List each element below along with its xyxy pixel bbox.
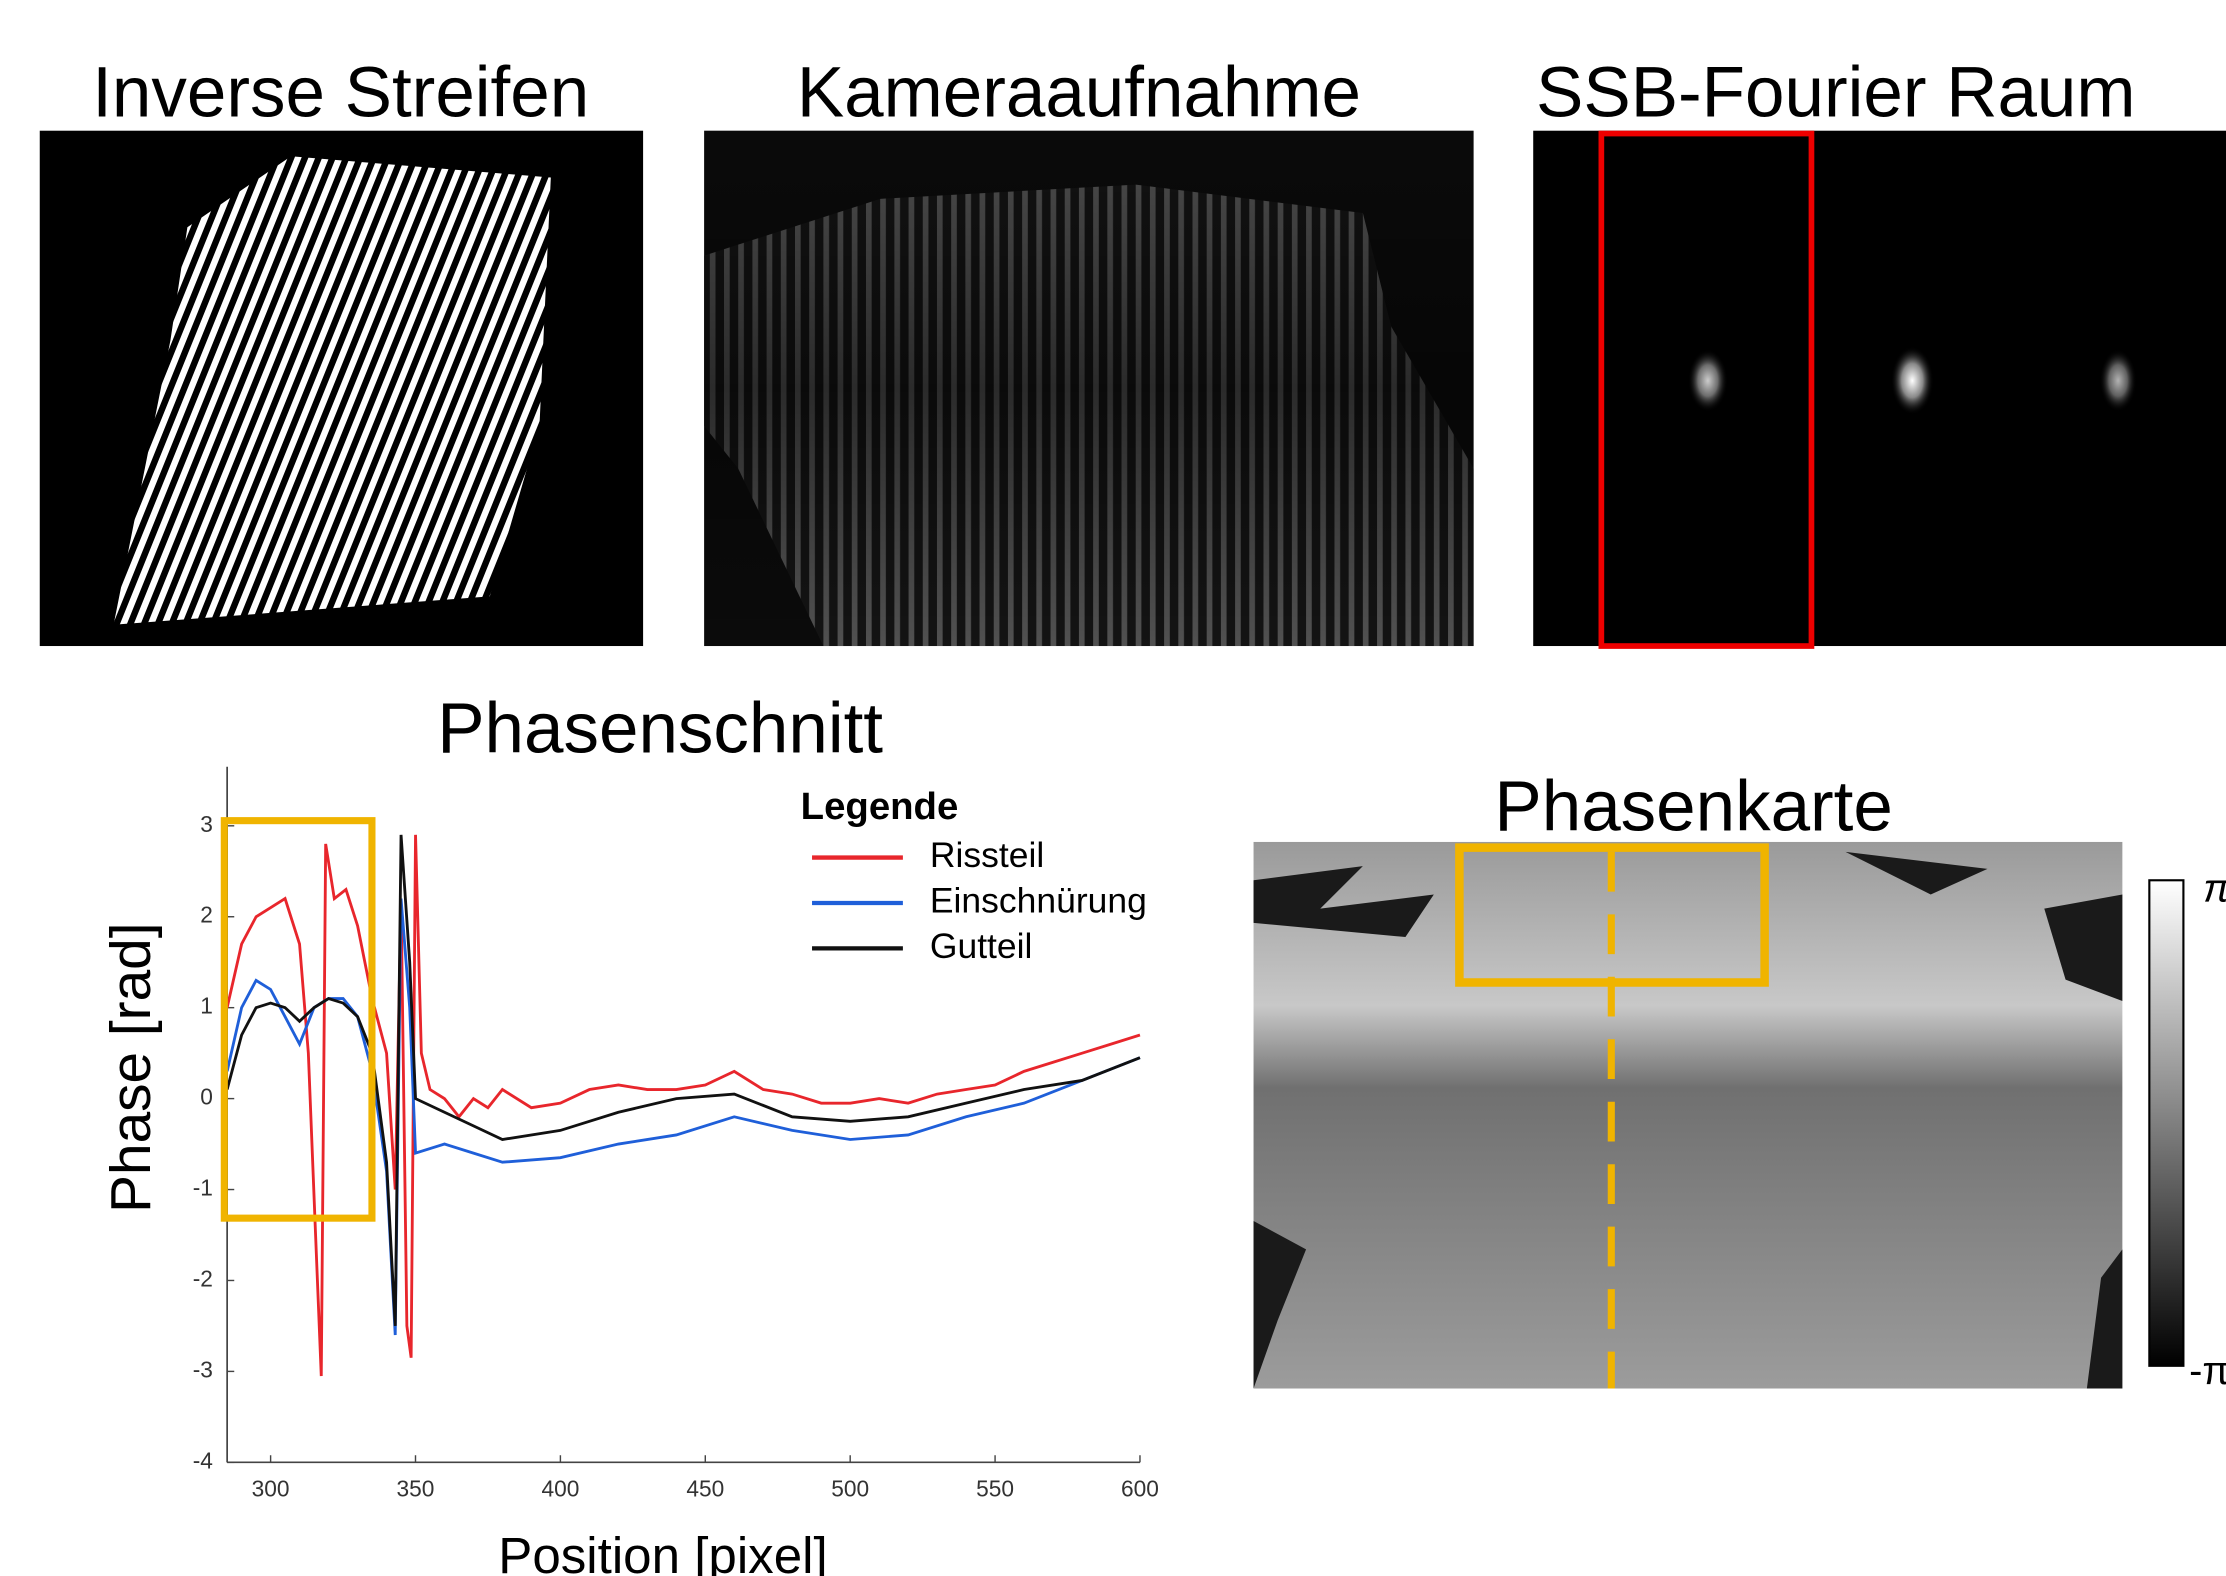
- y-tick-label: -1: [193, 1175, 213, 1201]
- panel-title: Phasenkarte: [1494, 768, 1892, 847]
- colorbar-label: π: [2203, 867, 2226, 911]
- y-axis-label: Phase [rad]: [100, 923, 163, 1213]
- legend-label: Rissteil: [930, 835, 1044, 875]
- legend-label: Gutteil: [930, 926, 1033, 966]
- colorbar-label: -π: [2189, 1349, 2226, 1393]
- x-tick-label: 550: [976, 1475, 1014, 1501]
- y-tick-label: -4: [193, 1447, 213, 1473]
- y-tick-label: 0: [200, 1084, 213, 1110]
- spectrum-peak: [1688, 349, 1728, 411]
- panel-title: Kameraaufnahme: [797, 54, 1361, 133]
- figure: Inverse Streifen Kameraaufnahme SSB-Four…: [0, 0, 2226, 1576]
- y-tick-label: -2: [193, 1265, 213, 1291]
- image-shade: [704, 131, 1473, 646]
- y-tick-label: -3: [193, 1356, 213, 1382]
- panel-title: Inverse Streifen: [92, 54, 589, 133]
- y-tick-label: 1: [200, 993, 213, 1019]
- x-tick-label: 500: [831, 1475, 869, 1501]
- line-chart: -4 -3 -2 -1 0 1 2 3 300 350 400 450 500 550 600 Risstei…: [193, 767, 1159, 1502]
- x-tick-label: 450: [686, 1475, 724, 1501]
- colorbar: [2149, 880, 2183, 1366]
- legend-title: Legende: [801, 785, 959, 828]
- x-tick-label: 350: [397, 1475, 435, 1501]
- chart-title: Phasenschnitt: [437, 690, 883, 769]
- legend-label: Einschnürung: [930, 880, 1147, 920]
- x-axis-label: Position [pixel]: [498, 1527, 827, 1576]
- spectrum-peak: [2100, 349, 2137, 411]
- panel-title: SSB-Fourier Raum: [1536, 54, 2135, 133]
- x-tick-label: 600: [1121, 1475, 1159, 1501]
- x-tick-label: 300: [252, 1475, 290, 1501]
- y-tick-label: 3: [200, 811, 213, 837]
- x-tick-label: 400: [541, 1475, 579, 1501]
- y-tick-label: 2: [200, 902, 213, 928]
- spectrum-peak: [1891, 346, 1934, 414]
